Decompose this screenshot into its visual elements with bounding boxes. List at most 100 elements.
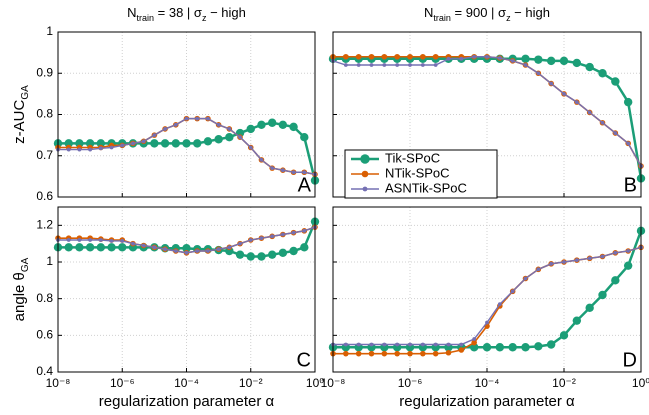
marker	[626, 141, 631, 146]
marker	[510, 58, 515, 63]
marker	[534, 55, 543, 64]
marker	[408, 342, 412, 347]
marker	[420, 63, 425, 67]
marker	[267, 118, 277, 127]
marker	[85, 243, 95, 252]
marker	[368, 350, 375, 357]
marker	[459, 56, 464, 61]
marker	[598, 69, 607, 78]
marker	[141, 243, 146, 248]
y-tick-label: 1	[46, 24, 53, 38]
marker	[572, 58, 582, 68]
marker	[88, 147, 93, 152]
marker	[623, 97, 633, 107]
marker	[131, 241, 135, 246]
panel-letter: B	[624, 174, 637, 196]
marker	[195, 249, 200, 253]
marker	[75, 139, 84, 148]
marker	[394, 53, 400, 60]
marker	[227, 245, 232, 250]
marker	[611, 77, 620, 86]
title-text: = 38 | σ	[154, 5, 202, 20]
marker	[88, 238, 93, 242]
title-subscript: z	[506, 13, 511, 23]
y-tick-label: 0.9	[36, 65, 53, 79]
marker	[355, 350, 362, 357]
marker	[302, 170, 307, 175]
x-tick-label: 10⁰	[306, 376, 324, 390]
marker	[270, 166, 275, 171]
marker	[193, 139, 202, 148]
marker	[214, 135, 223, 144]
legend-marker	[362, 186, 368, 192]
title-text: = 900 | σ	[451, 5, 506, 20]
marker	[343, 63, 348, 67]
marker	[152, 245, 157, 250]
label-subscript: GA	[20, 85, 31, 100]
marker	[600, 120, 605, 125]
y-tick-label: 0.4	[36, 364, 53, 378]
marker	[626, 249, 631, 253]
marker	[521, 54, 530, 64]
marker	[407, 53, 413, 60]
marker	[420, 342, 425, 347]
marker	[227, 127, 232, 131]
marker	[107, 243, 116, 252]
x-axis-label: regularization parameter α	[399, 393, 575, 410]
marker	[150, 139, 159, 148]
title-subscript: train	[433, 13, 451, 23]
marker	[546, 340, 556, 349]
title-text: N	[127, 5, 136, 20]
panel-letter: A	[298, 174, 312, 196]
y-tick-label: 0.8	[36, 107, 53, 121]
y-tick-label: 0.6	[36, 189, 53, 203]
x-tick-label: 10⁻⁴	[475, 376, 500, 390]
marker	[381, 350, 388, 357]
title-text: − high	[511, 5, 550, 20]
marker	[280, 168, 285, 173]
marker	[163, 127, 167, 131]
legend-label: ASNTik-SPoC	[385, 180, 467, 195]
marker	[574, 100, 579, 105]
marker	[131, 141, 135, 146]
marker	[120, 239, 125, 243]
marker	[109, 239, 114, 243]
y-axis-label: z-AUCGA	[11, 85, 31, 144]
marker	[585, 303, 594, 313]
label-text: z-AUC	[11, 99, 28, 143]
marker	[152, 133, 157, 138]
marker	[549, 81, 554, 86]
marker	[368, 53, 375, 60]
marker	[259, 157, 264, 162]
marker	[420, 53, 426, 60]
marker	[173, 249, 178, 253]
marker	[98, 146, 103, 151]
marker	[508, 343, 517, 352]
marker	[587, 256, 592, 261]
label-subscript: GA	[20, 257, 31, 272]
marker	[497, 302, 502, 307]
x-tick-label: 10⁻⁸	[46, 376, 71, 390]
marker	[458, 347, 465, 353]
title-subscript: z	[202, 13, 207, 23]
marker	[523, 63, 528, 67]
marker	[289, 122, 298, 132]
marker	[536, 267, 541, 272]
legend-marker	[360, 154, 370, 164]
marker	[587, 110, 592, 115]
marker	[291, 230, 296, 235]
y-tick-label: 1	[46, 254, 53, 268]
marker	[369, 342, 374, 347]
marker	[184, 250, 189, 255]
marker	[445, 349, 452, 356]
marker	[523, 276, 528, 281]
marker	[574, 258, 579, 263]
marker	[446, 342, 451, 347]
marker	[521, 343, 530, 352]
marker	[559, 56, 569, 66]
marker	[96, 243, 106, 252]
x-tick-label: 10⁻⁴	[174, 376, 199, 390]
